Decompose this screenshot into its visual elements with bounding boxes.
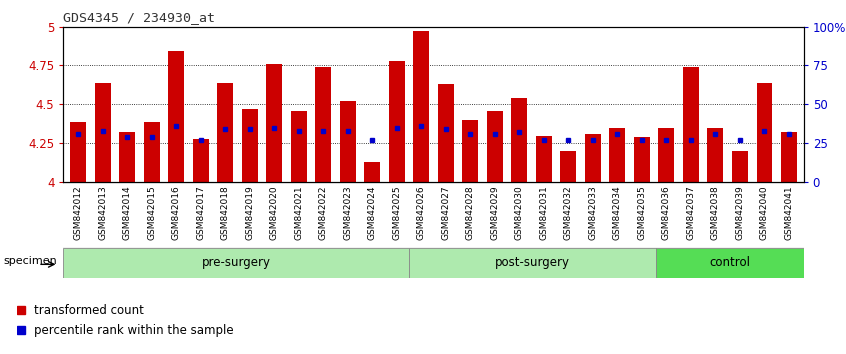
Text: GSM842025: GSM842025 xyxy=(393,185,401,240)
Text: GSM842017: GSM842017 xyxy=(196,185,206,240)
Text: GSM842034: GSM842034 xyxy=(613,185,622,240)
Text: GSM842028: GSM842028 xyxy=(466,185,475,240)
Text: GDS4345 / 234930_at: GDS4345 / 234930_at xyxy=(63,11,216,24)
Bar xyxy=(487,111,503,182)
Bar xyxy=(656,248,804,278)
Text: GSM842029: GSM842029 xyxy=(491,185,499,240)
Bar xyxy=(266,64,283,182)
Bar xyxy=(658,128,674,182)
Bar xyxy=(291,111,307,182)
Bar xyxy=(389,61,404,182)
Text: GSM842030: GSM842030 xyxy=(515,185,524,240)
Text: GSM842037: GSM842037 xyxy=(686,185,695,240)
Bar xyxy=(585,134,601,182)
Text: GSM842026: GSM842026 xyxy=(417,185,426,240)
Text: percentile rank within the sample: percentile rank within the sample xyxy=(34,324,233,337)
Bar xyxy=(63,248,409,278)
Text: GSM842041: GSM842041 xyxy=(784,185,794,240)
Text: GSM842016: GSM842016 xyxy=(172,185,181,240)
Text: transformed count: transformed count xyxy=(34,304,144,317)
Text: GSM842014: GSM842014 xyxy=(123,185,132,240)
Text: GSM842023: GSM842023 xyxy=(343,185,352,240)
Bar xyxy=(70,121,86,182)
Text: GSM842022: GSM842022 xyxy=(319,185,327,240)
Bar xyxy=(634,137,650,182)
Bar xyxy=(409,248,656,278)
Text: post-surgery: post-surgery xyxy=(495,256,569,269)
Bar xyxy=(683,67,699,182)
Bar xyxy=(95,82,111,182)
Text: GSM842039: GSM842039 xyxy=(735,185,744,240)
Bar xyxy=(365,162,380,182)
Bar xyxy=(463,120,478,182)
Text: GSM842036: GSM842036 xyxy=(662,185,671,240)
Text: GSM842038: GSM842038 xyxy=(711,185,720,240)
Text: GSM842032: GSM842032 xyxy=(564,185,573,240)
Bar xyxy=(732,151,748,182)
Bar xyxy=(119,132,135,182)
Bar xyxy=(144,121,160,182)
Text: control: control xyxy=(709,256,750,269)
Text: GSM842040: GSM842040 xyxy=(760,185,769,240)
Bar xyxy=(193,139,209,182)
Text: GSM842027: GSM842027 xyxy=(442,185,450,240)
Text: GSM842024: GSM842024 xyxy=(368,185,376,240)
Text: GSM842013: GSM842013 xyxy=(98,185,107,240)
Bar xyxy=(756,82,772,182)
Bar xyxy=(340,101,356,182)
Text: GSM842018: GSM842018 xyxy=(221,185,230,240)
Bar xyxy=(707,128,723,182)
Text: GSM842035: GSM842035 xyxy=(637,185,646,240)
Text: GSM842020: GSM842020 xyxy=(270,185,278,240)
Bar xyxy=(609,128,625,182)
Text: specimen: specimen xyxy=(3,256,57,266)
Text: GSM842033: GSM842033 xyxy=(589,185,597,240)
Bar xyxy=(511,98,527,182)
Text: pre-surgery: pre-surgery xyxy=(201,256,271,269)
Text: GSM842012: GSM842012 xyxy=(74,185,83,240)
Bar xyxy=(438,84,453,182)
Text: GSM842015: GSM842015 xyxy=(147,185,157,240)
Text: GSM842019: GSM842019 xyxy=(245,185,255,240)
Bar xyxy=(781,132,797,182)
Bar xyxy=(536,136,552,182)
Bar xyxy=(316,67,332,182)
Bar xyxy=(242,109,258,182)
Text: GSM842021: GSM842021 xyxy=(294,185,303,240)
Text: GSM842031: GSM842031 xyxy=(540,185,548,240)
Bar xyxy=(560,151,576,182)
Bar xyxy=(168,51,184,182)
Bar xyxy=(414,31,429,182)
Bar xyxy=(217,82,233,182)
